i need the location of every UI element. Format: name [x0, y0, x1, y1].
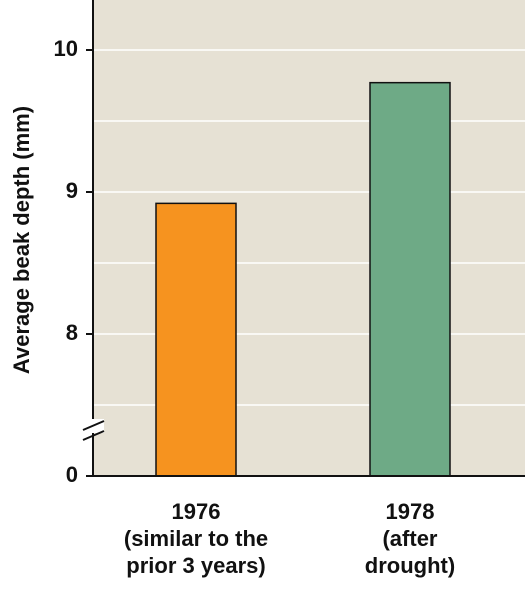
x-category-label: 1978 (after drought): [310, 498, 510, 579]
x-category-label-line: (after: [382, 526, 438, 551]
y-tick-label: 9: [66, 178, 78, 203]
x-category-label-line: 1978: [385, 499, 435, 524]
bar: [369, 81, 451, 477]
y-tick-label: 10: [54, 36, 78, 61]
x-category-label-line: drought): [364, 553, 456, 578]
x-category-label: 1976 (similar to the prior 3 years): [96, 498, 296, 579]
y-tick-label: 0: [66, 462, 78, 487]
x-category-label-line: (similar to the: [123, 526, 269, 551]
y-tick-label: 8: [66, 320, 78, 345]
y-ticks: 10 9 8 0: [54, 36, 93, 487]
x-category-label-line: prior 3 years): [126, 553, 266, 578]
bars: [155, 81, 451, 477]
y-axis-label: Average beak depth (mm): [9, 106, 34, 374]
x-category-label-line: 1976: [171, 499, 221, 524]
axis-break-marker: [82, 419, 105, 441]
bar: [155, 202, 237, 477]
